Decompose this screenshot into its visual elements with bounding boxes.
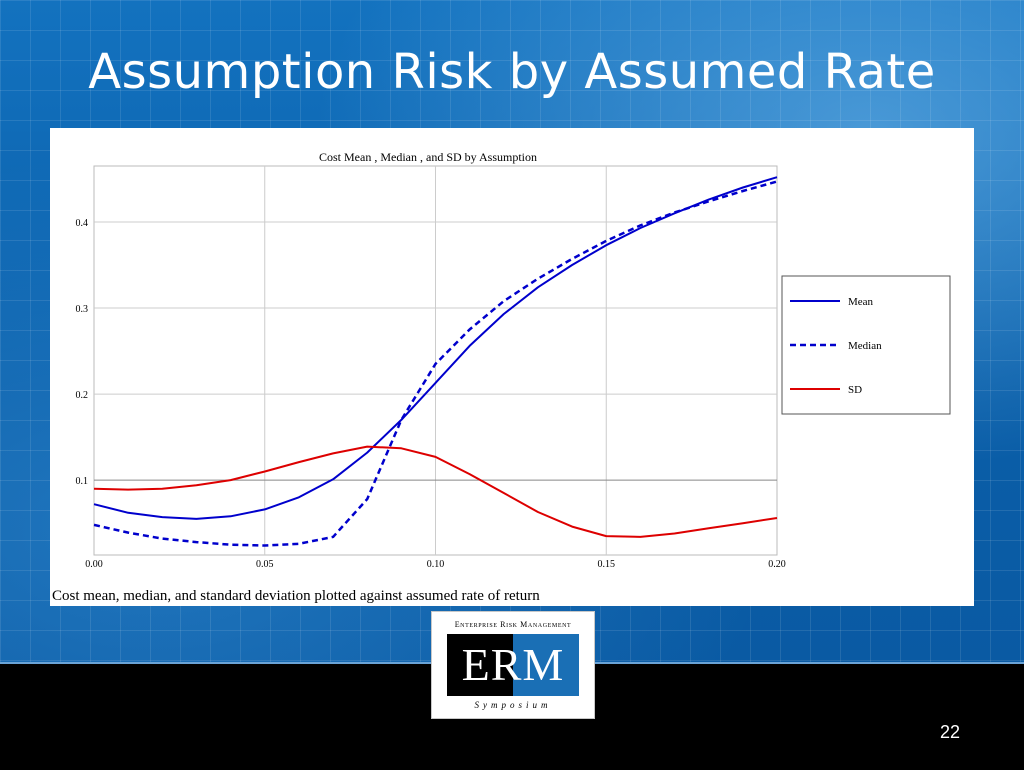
series-line-median xyxy=(93,180,778,547)
logo-letters: ERM xyxy=(461,639,565,690)
chart-caption: Cost mean, median, and standard deviatio… xyxy=(52,588,540,604)
legend-label-median: Median xyxy=(848,340,882,352)
x-tick-label: 0.20 xyxy=(768,559,786,570)
logo-top-text: Enterprise Risk Management xyxy=(454,620,572,629)
series-line-mean xyxy=(93,176,778,520)
y-tick-label: 0.2 xyxy=(76,390,89,401)
logo-bottom-text: Symposium xyxy=(474,700,552,710)
legend-label-sd: SD xyxy=(848,384,862,396)
x-tick-label: 0.00 xyxy=(85,559,103,570)
slide-title: Assumption Risk by Assumed Rate xyxy=(88,44,936,100)
x-tick-label: 0.15 xyxy=(598,559,616,570)
series-line-sd xyxy=(93,445,778,538)
slide-number: 22 xyxy=(939,722,961,742)
chart-title: Cost Mean , Median , and SD by Assumptio… xyxy=(319,150,537,164)
line-chart: Cost Mean , Median , and SD by Assumptio… xyxy=(76,150,951,570)
x-tick-label: 0.10 xyxy=(427,559,445,570)
chart-legend: Mean Median SD xyxy=(781,275,951,415)
y-tick-label: 0.4 xyxy=(76,218,89,229)
x-tick-label: 0.05 xyxy=(256,559,274,570)
erm-logo: Enterprise Risk Management ERM Symposium xyxy=(431,611,595,719)
y-tick-label: 0.3 xyxy=(76,304,89,315)
y-tick-label: 0.1 xyxy=(76,476,89,487)
chart-panel: Cost Mean , Median , and SD by Assumptio… xyxy=(50,128,974,606)
legend-label-mean: Mean xyxy=(848,296,874,308)
